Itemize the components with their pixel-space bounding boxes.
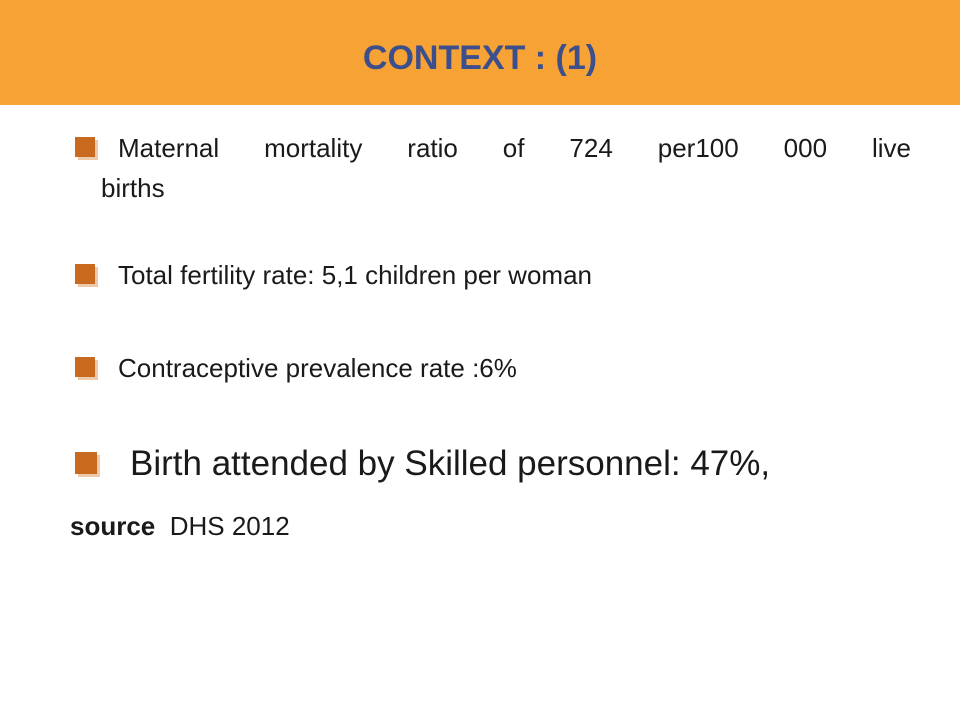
bullet-text: Birth attended by Skilled personnel: 47%… — [130, 444, 771, 483]
bullet-word: 724 — [569, 133, 613, 163]
square-bullet-icon — [75, 357, 95, 377]
bullet-skilled-birth: Birth attended by Skilled personnel: 47%… — [75, 440, 770, 488]
bullet-text-line2: births — [101, 173, 165, 203]
bullet-word: Maternal — [118, 133, 220, 163]
source-label: source — [70, 511, 156, 541]
bullet-word: ratio — [407, 133, 458, 163]
bullet-word: 000 — [783, 133, 828, 163]
title-bar: CONTEXT : (1) — [0, 0, 960, 105]
bullet-maternal-mortality: Maternal mortality ratio of 724 per100 0… — [75, 128, 911, 208]
square-bullet-icon — [75, 452, 97, 474]
bullet-text-line1: Maternal mortality ratio of 724 per100 0… — [75, 128, 911, 168]
square-bullet-icon — [75, 264, 95, 284]
bullet-contraceptive-rate: Contraceptive prevalence rate :6% — [75, 348, 517, 388]
slide-title: CONTEXT : (1) — [362, 39, 598, 77]
bullet-word: mortality — [264, 133, 363, 163]
source-value: DHS 2012 — [169, 511, 290, 541]
bullet-text: Total fertility rate: 5,1 children per w… — [118, 260, 592, 290]
bullet-text: Contraceptive prevalence rate :6% — [118, 353, 517, 383]
bullet-word: live — [871, 133, 911, 163]
source-line: source DHS 2012 — [70, 506, 290, 546]
square-bullet-icon — [75, 137, 95, 157]
bullet-word: of — [502, 133, 525, 163]
bullet-word: per100 — [657, 133, 739, 163]
bullet-fertility-rate: Total fertility rate: 5,1 children per w… — [75, 255, 592, 295]
